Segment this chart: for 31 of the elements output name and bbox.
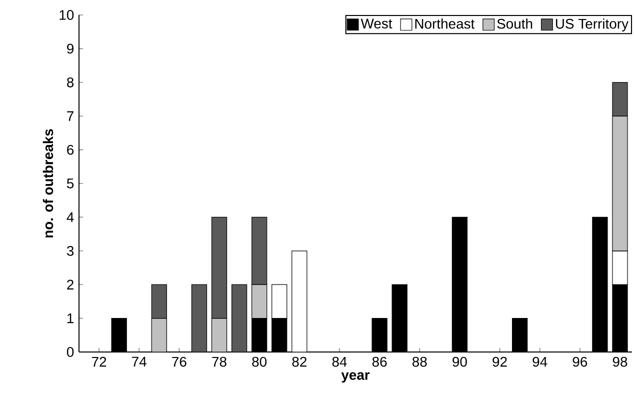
- x-tick-label: 84: [332, 356, 347, 367]
- y-tick-label: 2: [67, 280, 74, 290]
- x-tick-label: 98: [612, 356, 628, 367]
- legend-label: West: [360, 18, 392, 28]
- x-tick-label: 76: [172, 356, 186, 367]
- legend-label: South: [497, 18, 532, 29]
- x-tick-label: 96: [572, 356, 588, 367]
- x-tick-label: 78: [212, 356, 226, 367]
- y-tick-label: 3: [66, 246, 74, 256]
- y-tick-label: 10: [60, 10, 74, 20]
- legend-label: Northeast: [415, 18, 475, 29]
- y-tick-label: 7: [67, 111, 74, 121]
- y-tick-label: 8: [67, 77, 74, 88]
- y-tick-label: 0: [66, 347, 74, 357]
- x-tick-label: 86: [372, 356, 387, 367]
- x-tick-label: 80: [252, 356, 267, 367]
- y-tick-label: 5: [66, 178, 74, 188]
- x-tick-label: 94: [532, 356, 548, 367]
- x-tick-label: 92: [492, 356, 507, 367]
- y-tick-label: 4: [66, 212, 74, 222]
- x-tick-label: 82: [292, 356, 306, 367]
- y-tick-label: 9: [67, 44, 74, 54]
- y-tick-label: 6: [67, 144, 74, 155]
- x-tick-label: 90: [452, 356, 467, 367]
- x-tick-label: 74: [132, 356, 146, 366]
- y-tick-label: 1: [67, 314, 74, 324]
- legend-label: US Territory: [556, 18, 628, 32]
- x-axis-title: year: [341, 372, 370, 383]
- y-axis-title: no. of outbreaks: [42, 129, 54, 238]
- x-tick-label: 88: [412, 356, 427, 367]
- x-tick-label: 72: [92, 356, 106, 367]
